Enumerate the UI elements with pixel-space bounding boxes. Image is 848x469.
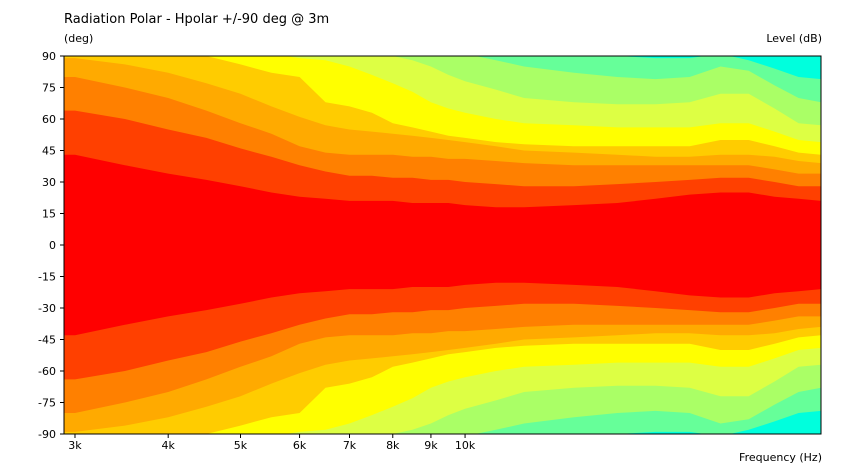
y-tick-label: 30 (42, 176, 56, 189)
y-axis-unit: (deg) (64, 32, 94, 45)
y-tick-label: 60 (42, 113, 56, 126)
x-tick-label: 7k (343, 439, 357, 452)
y-tick-label: -75 (38, 397, 56, 410)
x-tick-label: 9k (424, 439, 438, 452)
chart-title: Radiation Polar - Hpolar +/-90 deg @ 3m (64, 12, 330, 27)
x-tick-label: 4k (162, 439, 176, 452)
y-tick-label: 75 (42, 82, 56, 95)
x-tick-label: 3k (68, 439, 82, 452)
y-tick-label: 15 (42, 208, 56, 221)
y-tick-label: 45 (42, 145, 56, 158)
y-tick-label: -30 (38, 302, 56, 315)
x-tick-label: 6k (293, 439, 307, 452)
x-axis-label: Frequency (Hz) (739, 451, 822, 464)
x-tick-label: 5k (234, 439, 248, 452)
level-band-9 (64, 154, 821, 336)
y-tick-label: -60 (38, 365, 56, 378)
y-tick-label: -15 (38, 271, 56, 284)
y-tick-label: -90 (38, 428, 56, 441)
x-tick-label: 8k (386, 439, 400, 452)
y-tick-label: -45 (38, 334, 56, 347)
y-tick-label: 0 (49, 239, 56, 252)
level-unit: Level (dB) (766, 32, 822, 45)
x-tick-label: 10k (455, 439, 476, 452)
y-tick-label: 90 (42, 50, 56, 63)
